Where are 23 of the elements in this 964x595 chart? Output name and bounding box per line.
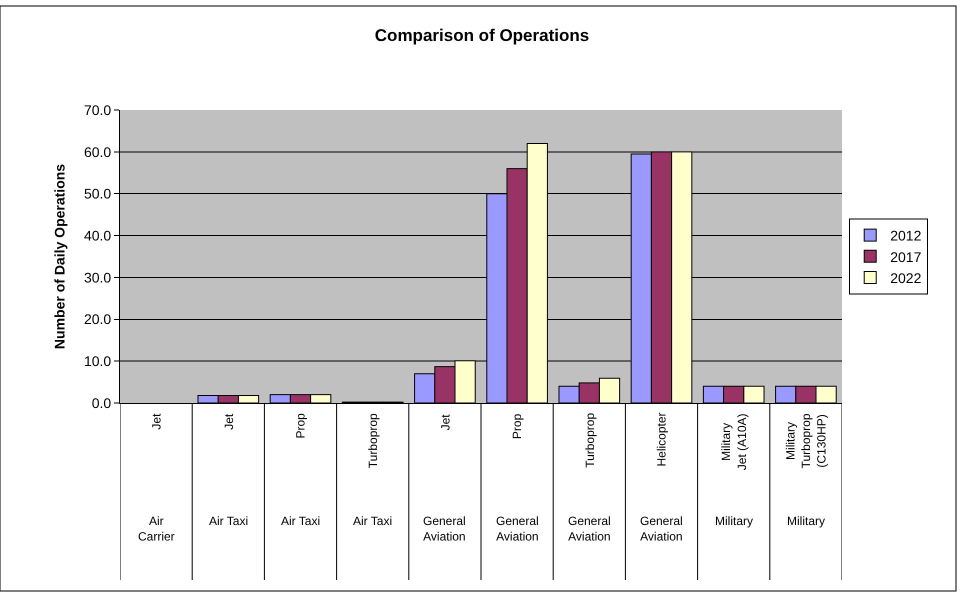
- category-label: Turboprop General Aviation: [568, 412, 611, 544]
- category-label: Prop Air Taxi: [281, 413, 320, 528]
- category-label: Military Turboprop (C130HP) Military: [783, 413, 829, 528]
- y-tick-label: 30.0: [84, 269, 112, 286]
- y-axis-title: Number of Daily Operations: [52, 164, 68, 350]
- y-tick-label: 70.0: [84, 102, 112, 118]
- category-label: Jet General Aviation: [423, 414, 466, 544]
- y-tick-label: 20.0: [84, 311, 112, 328]
- legend-label: 2012: [890, 228, 922, 244]
- y-tick-label: 40.0: [84, 227, 112, 244]
- category-label: Helicopter General Aviation: [640, 412, 683, 544]
- y-tick-label: 60.0: [84, 144, 112, 160]
- category-label: Jet Air Carrier: [138, 414, 175, 544]
- category-label: Prop General Aviation: [496, 414, 539, 544]
- y-tick-label: 0.0: [92, 394, 112, 411]
- category-label: Military Jet (A10A) Military: [715, 413, 753, 528]
- chart-title: Comparison of Operations: [374, 26, 590, 45]
- legend-label: 2022: [890, 270, 922, 286]
- category-label: Jet Air Taxi: [209, 414, 248, 528]
- y-tick-label: 50.0: [84, 186, 112, 202]
- y-tick-label: 10.0: [84, 353, 112, 370]
- category-label: Turboprop Air Taxi: [353, 413, 392, 528]
- legend-label: 2017: [890, 248, 922, 265]
